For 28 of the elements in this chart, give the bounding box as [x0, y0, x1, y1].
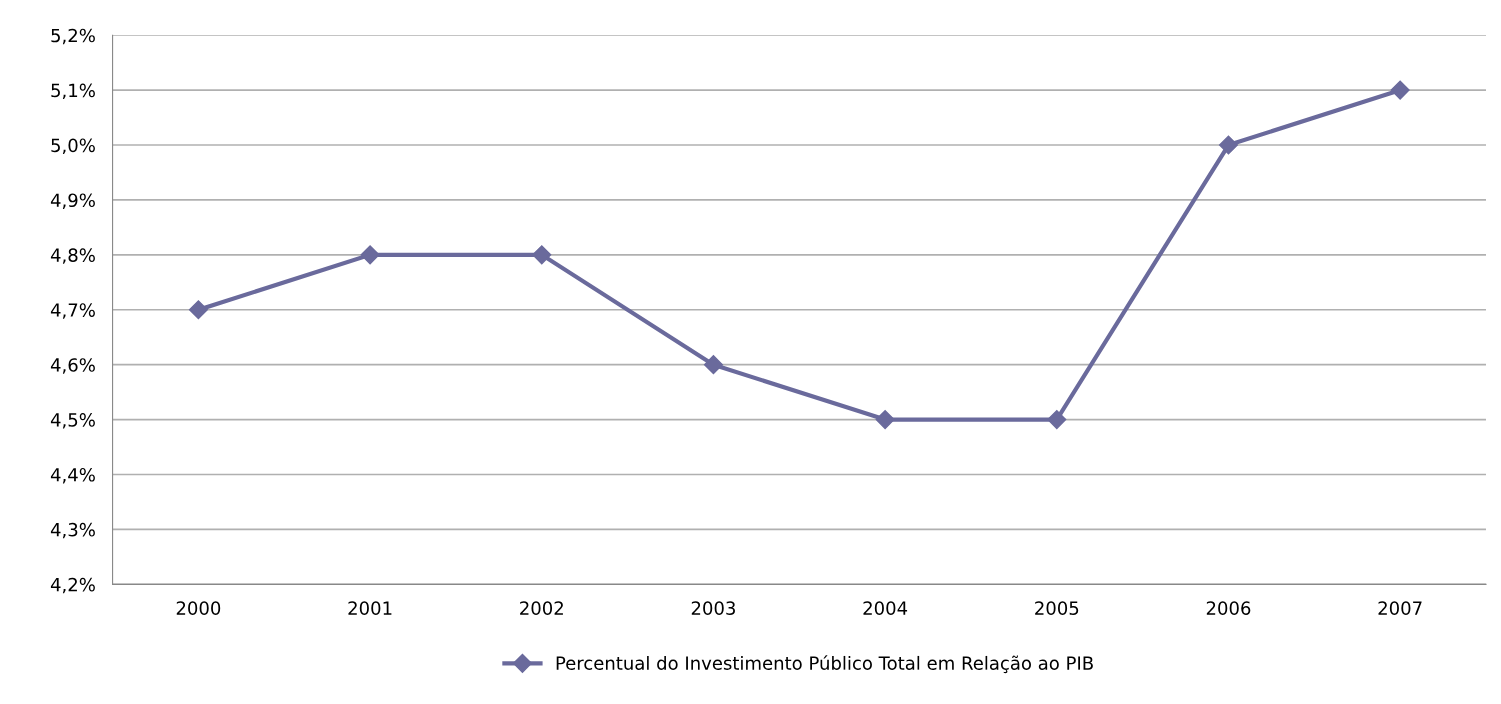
x-tick-label: 2005: [1035, 601, 1079, 615]
x-tick-label: 2006: [1206, 601, 1251, 615]
y-tick-label: 4,3%: [50, 522, 95, 539]
y-tick-label: 4,5%: [50, 413, 95, 429]
point: [1390, 80, 1410, 100]
y-tick-label: 4,6%: [50, 358, 95, 374]
x-tick-label: 2001: [348, 601, 392, 615]
y-tick-label: 4,9%: [50, 193, 95, 209]
point: [703, 355, 723, 375]
point: [360, 245, 380, 265]
point: [1047, 410, 1067, 430]
y-tick-label: 5,2%: [51, 28, 95, 45]
y-tick-label: 5,0%: [51, 138, 95, 154]
y-tick-label: 4,7%: [50, 303, 95, 319]
x-tick-label: 2002: [520, 601, 563, 615]
x-tick-label: 2003: [691, 601, 735, 615]
y-tick-label: 4,2%: [50, 577, 95, 594]
x-tick-label: 2000: [176, 601, 221, 615]
point: [532, 245, 552, 265]
y-tick-label: 4,4%: [50, 467, 95, 484]
y-tick-label: 5,1%: [51, 83, 95, 100]
x-tick-label: 2007: [1378, 601, 1422, 615]
point: [188, 300, 208, 320]
y-tick-label: 4,8%: [50, 248, 95, 264]
point: [875, 410, 895, 430]
point: [1218, 135, 1239, 155]
legend-label: Percentual do Investimento Público Total em Relação ao PIB: [556, 655, 1093, 674]
x-tick-label: 2004: [863, 601, 908, 615]
